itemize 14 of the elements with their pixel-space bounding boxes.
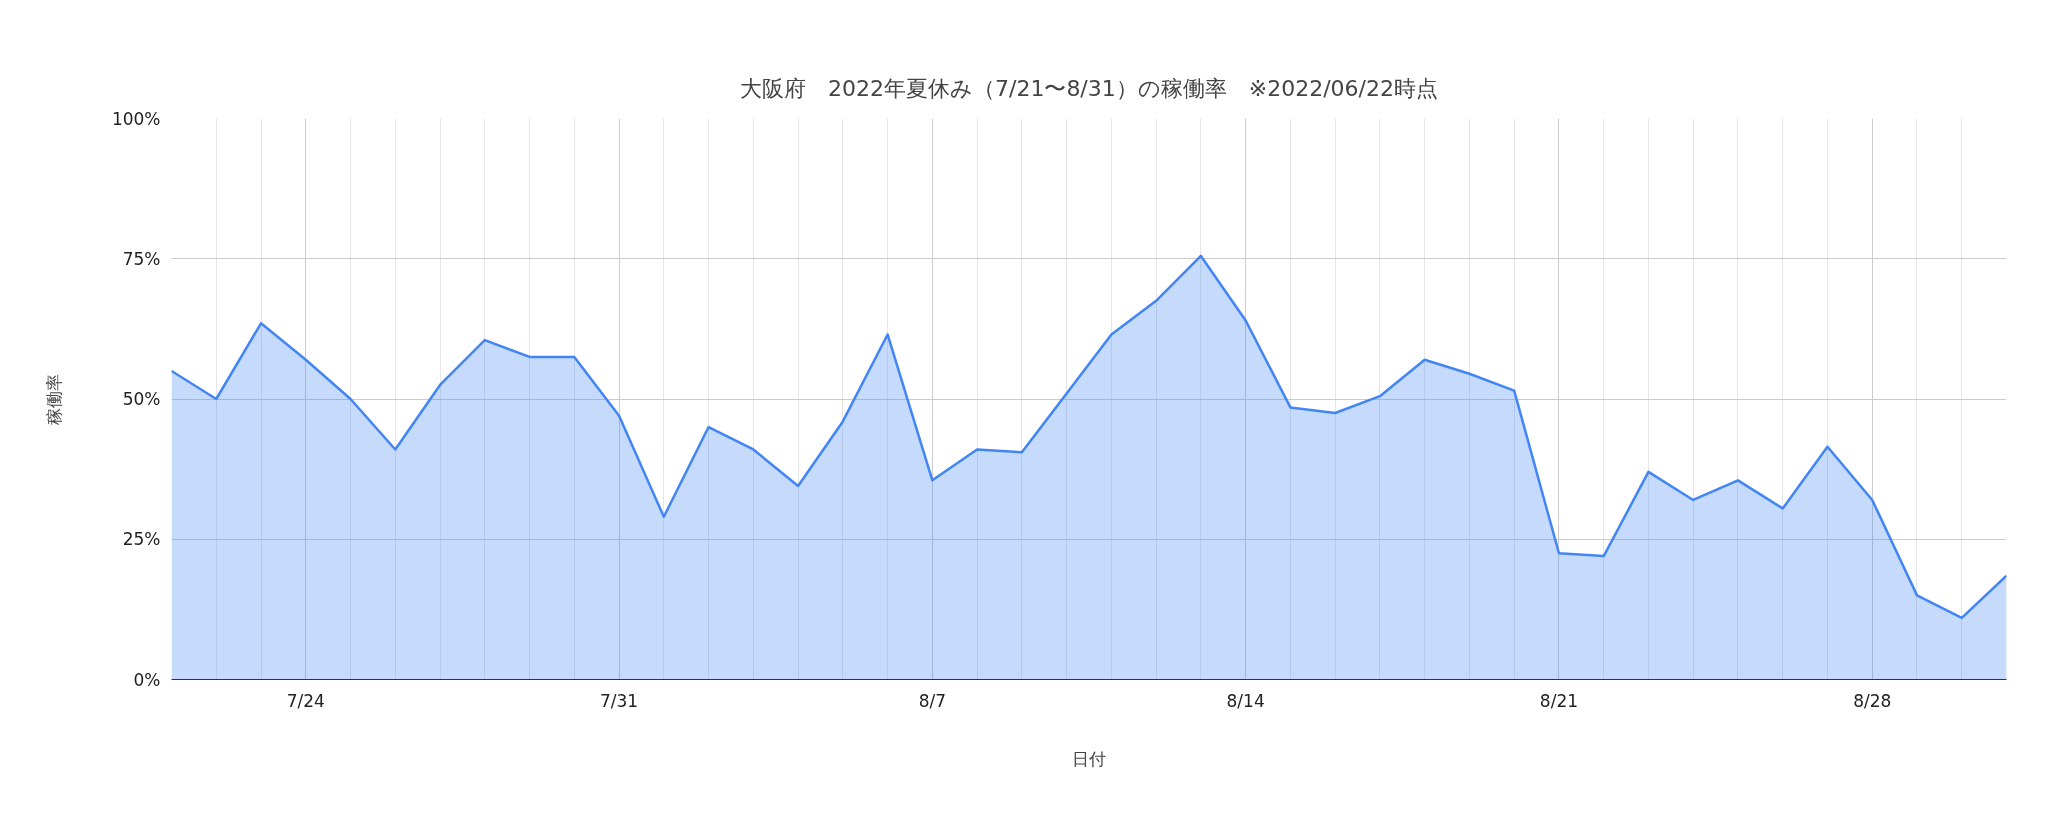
x-tick-label: 8/14 (1226, 690, 1265, 711)
y-tick-label: 50% (122, 389, 161, 409)
y-tick-label: 100% (111, 108, 161, 129)
x-tick-label: 8/28 (1853, 690, 1892, 711)
chart-title: 大阪府 2022年夏休み（7/21〜8/31）の稼働率 ※2022/06/22時点 (739, 76, 1439, 101)
y-tick-label: 25% (122, 529, 161, 550)
y-tick-label: 0% (133, 669, 161, 690)
x-axis-title: 日付 (1072, 748, 1106, 769)
x-tick-label: 8/21 (1539, 690, 1579, 711)
x-tick-label: 7/24 (286, 690, 325, 711)
x-tick-label: 7/31 (599, 690, 639, 711)
y-axis-title: 稼働率 (43, 373, 64, 425)
x-tick-label: 8/7 (918, 690, 947, 711)
y-tick-label: 75% (122, 248, 161, 269)
